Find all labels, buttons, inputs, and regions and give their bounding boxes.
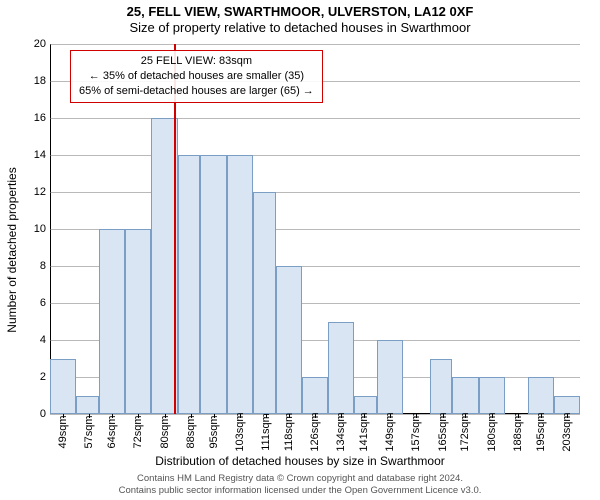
y-tick-label: 8 [16, 260, 46, 272]
x-tick-label: 111sqm [260, 413, 272, 451]
grid-line [50, 155, 580, 156]
histogram-bar [377, 340, 403, 414]
footer: Contains HM Land Registry data © Crown c… [0, 473, 600, 497]
histogram-bar [554, 396, 580, 415]
x-tick-mark [390, 414, 391, 418]
x-tick-mark [63, 414, 64, 418]
x-tick-label: 80sqm [159, 415, 171, 448]
x-tick-label: 141sqm [358, 412, 370, 451]
histogram-bar [452, 377, 478, 414]
x-tick-label: 88sqm [185, 415, 197, 448]
x-tick-mark [138, 414, 139, 418]
grid-line [50, 192, 580, 193]
x-tick-mark [465, 414, 466, 418]
plot-area: 0246810121416182049sqm57sqm64sqm72sqm80s… [50, 44, 580, 414]
histogram-bar [253, 192, 276, 414]
chart-container: 25, FELL VIEW, SWARTHMOOR, ULVERSTON, LA… [0, 0, 600, 500]
footer-line-1: Contains HM Land Registry data © Crown c… [0, 473, 600, 485]
x-tick-mark [214, 414, 215, 418]
y-tick-label: 2 [16, 371, 46, 383]
histogram-bar [50, 359, 76, 415]
y-tick-label: 14 [16, 149, 46, 161]
info-line-3: 65% of semi-detached houses are larger (… [79, 84, 314, 99]
x-tick-mark [364, 414, 365, 418]
y-tick-label: 6 [16, 297, 46, 309]
x-tick-label: 203sqm [561, 412, 573, 451]
chart-title: 25, FELL VIEW, SWARTHMOOR, ULVERSTON, LA… [0, 4, 600, 19]
histogram-bar [528, 377, 554, 414]
histogram-bar [302, 377, 328, 414]
y-tick-label: 10 [16, 223, 46, 235]
x-tick-label: 172sqm [459, 412, 471, 451]
x-tick-label: 195sqm [535, 412, 547, 451]
histogram-bar [276, 266, 302, 414]
x-tick-mark [112, 414, 113, 418]
grid-line [50, 118, 580, 119]
x-tick-mark [89, 414, 90, 418]
x-tick-mark [541, 414, 542, 418]
y-tick-label: 16 [16, 112, 46, 124]
x-tick-mark [567, 414, 568, 418]
footer-line-2: Contains public sector information licen… [0, 485, 600, 497]
histogram-bar [125, 229, 151, 414]
histogram-bar [430, 359, 453, 415]
x-tick-mark [165, 414, 166, 418]
info-line-1: 25 FELL VIEW: 83sqm [79, 54, 314, 69]
x-tick-mark [492, 414, 493, 418]
y-tick-label: 12 [16, 186, 46, 198]
x-tick-mark [341, 414, 342, 418]
histogram-bar [227, 155, 253, 414]
histogram-bar [354, 396, 377, 415]
x-tick-label: 157sqm [410, 412, 422, 451]
x-tick-label: 126sqm [309, 412, 321, 451]
x-tick-mark [443, 414, 444, 418]
x-tick-label: 149sqm [384, 412, 396, 451]
histogram-bar [178, 155, 201, 414]
histogram-bar [479, 377, 505, 414]
x-tick-mark [416, 414, 417, 418]
x-tick-label: 64sqm [106, 415, 118, 448]
reference-info-box: 25 FELL VIEW: 83sqm← 35% of detached hou… [70, 50, 323, 103]
y-tick-label: 20 [16, 38, 46, 50]
x-tick-mark [266, 414, 267, 418]
y-tick-label: 4 [16, 334, 46, 346]
histogram-bar [76, 396, 99, 415]
x-tick-mark [191, 414, 192, 418]
x-tick-label: 57sqm [83, 415, 95, 448]
x-tick-mark [240, 414, 241, 418]
x-tick-label: 49sqm [57, 415, 69, 448]
x-tick-label: 118sqm [283, 413, 295, 451]
histogram-bar [200, 155, 226, 414]
x-tick-label: 134sqm [335, 412, 347, 451]
histogram-bar [99, 229, 125, 414]
grid-line [50, 44, 580, 45]
x-tick-label: 188sqm [512, 412, 524, 451]
x-tick-label: 72sqm [132, 415, 144, 448]
chart-subtitle: Size of property relative to detached ho… [0, 20, 600, 35]
x-tick-label: 95sqm [208, 415, 220, 448]
histogram-bar [328, 322, 354, 415]
y-tick-label: 18 [16, 75, 46, 87]
x-tick-label: 165sqm [437, 412, 449, 451]
x-tick-mark [518, 414, 519, 418]
x-axis-label: Distribution of detached houses by size … [0, 454, 600, 468]
x-tick-mark [315, 414, 316, 418]
x-tick-label: 180sqm [486, 412, 498, 451]
title-block: 25, FELL VIEW, SWARTHMOOR, ULVERSTON, LA… [0, 0, 600, 35]
x-tick-mark [289, 414, 290, 418]
y-axis-label: Number of detached properties [5, 167, 19, 332]
info-line-2: ← 35% of detached houses are smaller (35… [79, 69, 314, 84]
y-tick-label: 0 [16, 408, 46, 420]
x-tick-label: 103sqm [234, 412, 246, 451]
